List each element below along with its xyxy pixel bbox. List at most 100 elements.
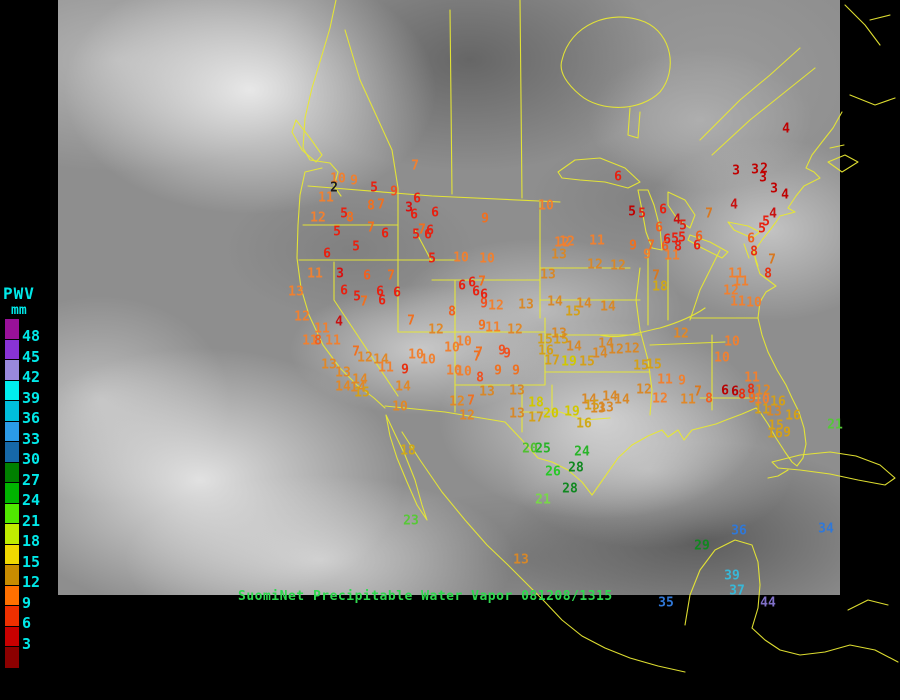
pwv-station-value: 36 — [731, 523, 747, 539]
pwv-station-value: 9 — [678, 373, 686, 389]
pwv-station-value: 14 — [350, 380, 366, 396]
legend-entry: 27 — [3, 461, 55, 487]
legend-value-label: 39 — [22, 388, 41, 407]
legend-units: mm — [11, 303, 27, 318]
pwv-station-value: 12 — [507, 322, 523, 338]
pwv-station-value: 17 — [544, 353, 560, 369]
pwv-station-value: 15 — [537, 332, 553, 348]
pwv-station-value: 11 — [302, 333, 318, 349]
legend-color-box — [5, 420, 19, 442]
pwv-station-value: 13 — [590, 401, 606, 417]
legend-entry: 9 — [3, 584, 55, 610]
pwv-station-value: 12 — [428, 322, 444, 338]
legend-color-box — [5, 318, 19, 340]
pwv-station-value: 4 — [782, 121, 790, 137]
pwv-station-value: 12 — [723, 283, 739, 299]
chesapeake-inlets — [743, 243, 759, 267]
pwv-station-value: 4 — [673, 212, 681, 228]
tx-panhandle — [521, 384, 611, 433]
pwv-station-value: 21 — [535, 492, 551, 508]
pwv-station-value: 18 — [528, 395, 544, 411]
pwv-station-value: 6 — [323, 246, 331, 262]
mt-wy-lines — [397, 199, 546, 333]
pwv-station-value: 25 — [535, 441, 551, 457]
pwv-station-value: 10 — [444, 340, 460, 356]
map-caption: SuomiNet Precipitable Water Vapor 081208… — [238, 589, 613, 604]
pwv-station-value: 13 — [540, 267, 556, 283]
pwv-station-value: 5 — [671, 231, 679, 247]
legend-value-label: 15 — [22, 552, 41, 571]
pwv-station-value: 11 — [657, 372, 673, 388]
legend-color-box — [5, 461, 19, 483]
coastline-west-lower — [296, 167, 386, 409]
pwv-station-value: 2 — [330, 180, 338, 196]
pwv-station-value: 9 — [478, 318, 486, 334]
pwv-station-value: 8 — [476, 370, 484, 386]
pwv-station-value: 7 — [352, 344, 360, 360]
legend-value-label: 12 — [22, 573, 41, 591]
legend-color-box — [5, 359, 19, 381]
lake-huron — [667, 191, 696, 229]
pwv-station-value: 14 — [547, 294, 563, 310]
legend-value-label: 6 — [22, 614, 32, 632]
pwv-station-value: 37 — [729, 583, 745, 599]
pwv-station-value: 9 — [629, 238, 637, 254]
pwv-station-value: 14 — [614, 392, 630, 408]
pwv-station-value: 4 — [769, 206, 777, 222]
pwv-station-value: 12 — [488, 298, 504, 314]
pwv-station-value: 10 — [479, 251, 495, 267]
pwv-station-value: 9 — [643, 247, 651, 263]
pwv-station-value: 5 — [412, 227, 420, 243]
prairie-borders — [449, 0, 523, 199]
legend-value-label: 36 — [22, 409, 41, 427]
legend-value-label: 9 — [22, 593, 32, 612]
pwv-station-value: 8 — [674, 239, 682, 255]
pwv-station-value: 11 — [730, 294, 746, 310]
pwv-station-value: 10 — [330, 171, 346, 187]
pwv-station-value: 11 — [314, 321, 330, 337]
pwv-station-value: 12 — [673, 326, 689, 342]
pwv-station-value: 8 — [750, 244, 758, 260]
pwv-station-value: 15 — [646, 357, 662, 373]
pwv-station-value: 23 — [403, 513, 419, 529]
pwv-station-value: 8 — [448, 304, 456, 320]
pwv-station-value: 28 — [568, 460, 584, 476]
legend-value-label: 45 — [22, 347, 41, 366]
legend-color-box — [5, 482, 19, 504]
legend-color-box — [5, 646, 19, 668]
legend-color-box — [5, 338, 19, 360]
pwv-station-value: 4 — [781, 187, 789, 203]
legend-color-box — [5, 502, 19, 524]
us-canada-border — [307, 185, 561, 203]
pwv-station-value: 20 — [522, 441, 538, 457]
pwv-station-value: 14 — [352, 372, 368, 388]
pwv-station-value: 2 — [760, 161, 768, 177]
pwv-station-value: 9 — [350, 173, 358, 189]
pwv-station-value: 10 — [456, 364, 472, 380]
pwv-station-value: 7 — [647, 238, 655, 254]
hudson-bay — [560, 16, 671, 108]
pwv-station-value: 6 — [721, 383, 729, 399]
pwv-station-value: 5 — [333, 224, 341, 240]
pwv-station-value: 11 — [325, 333, 341, 349]
nova-scotia — [827, 144, 859, 173]
legend-value-label: 48 — [22, 327, 41, 345]
pwv-station-value: 3 — [732, 163, 740, 179]
pwv-station-value: 10 — [392, 399, 408, 415]
pwv-station-value: 12 — [587, 257, 603, 273]
pwv-station-value: 6 — [376, 284, 384, 300]
pwv-station-value: 15 — [768, 418, 784, 434]
pwv-station-value: 14 — [566, 339, 582, 355]
pwv-station-value: 5 — [352, 239, 360, 255]
legend-entry: 30 — [3, 441, 55, 467]
james-bay — [627, 107, 641, 139]
pwv-station-value: 10 — [420, 352, 436, 368]
pwv-station-value: 6 — [695, 229, 703, 245]
pwv-station-value: 14 — [373, 352, 389, 368]
pwv-station-value: 6 — [410, 207, 418, 223]
lake-ontario — [727, 221, 761, 239]
pwv-station-value: 5 — [628, 204, 636, 220]
pwv-station-value: 35 — [658, 595, 674, 611]
